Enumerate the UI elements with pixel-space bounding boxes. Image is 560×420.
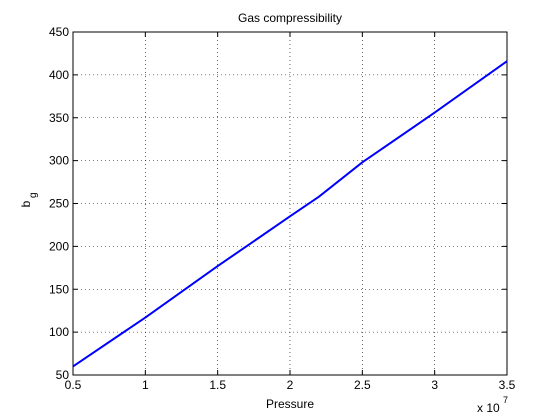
- x-axis-label: Pressure: [266, 397, 314, 411]
- y-tick-label: 50: [56, 368, 70, 382]
- y-tick-label: 250: [49, 197, 69, 211]
- y-tick-label: 300: [49, 154, 69, 168]
- x-tick-label: 3.5: [499, 378, 516, 392]
- x-tick-label: 0.5: [65, 378, 82, 392]
- x-scale-label: x 10: [477, 401, 500, 415]
- y-tick-label: 450: [49, 25, 69, 39]
- y-axis-label-subscript: g: [28, 192, 39, 198]
- y-tick-label: 350: [49, 111, 69, 125]
- x-tick-label: 3: [431, 378, 438, 392]
- chart-title: Gas compressibility: [238, 11, 342, 25]
- x-tick-label: 2: [287, 378, 294, 392]
- y-tick-label: 150: [49, 282, 69, 296]
- data-line: [72, 60, 508, 368]
- x-scale-exponent: 7: [503, 395, 508, 405]
- y-axis-label-group: b g: [19, 192, 39, 207]
- y-tick-label: 200: [49, 239, 69, 253]
- y-axis-label: b: [19, 200, 33, 207]
- y-tick-label: 400: [49, 68, 69, 82]
- axes-box: [72, 31, 508, 376]
- x-tick-label: 2.5: [354, 378, 371, 392]
- x-tick-label: 1: [142, 378, 149, 392]
- x-tick-label: 1.5: [209, 378, 226, 392]
- y-tick-label: 100: [49, 325, 69, 339]
